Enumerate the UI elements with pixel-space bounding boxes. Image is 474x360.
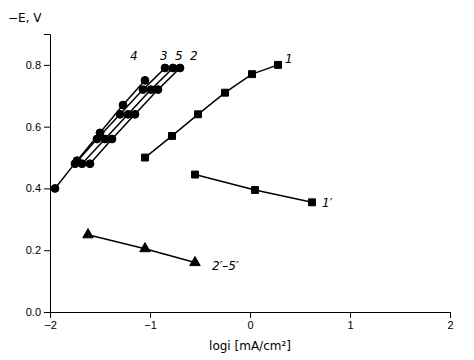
y-axis-tick-mark <box>44 250 50 251</box>
line-label: 1′ <box>322 196 333 210</box>
series-line <box>145 65 278 158</box>
y-axis-tick: 0.4 <box>26 182 50 194</box>
plot-area: −2−10120.00.20.40.60.8435211′2′–5′ <box>26 35 454 331</box>
series-marker <box>131 110 139 118</box>
x-axis-tick-label: −2 <box>44 319 57 331</box>
series-marker <box>169 132 176 139</box>
series-marker <box>309 199 316 206</box>
y-axis-tick-label: 0.2 <box>26 244 41 256</box>
x-axis-tick: 0 <box>247 312 253 331</box>
y-axis-tick: 0.8 <box>26 59 50 71</box>
series-marker <box>190 256 201 265</box>
x-axis-tick-mark <box>350 312 351 318</box>
series-marker <box>222 89 229 96</box>
x-axis-tick: 2 <box>447 312 453 331</box>
y-axis-tick-label: 0.4 <box>26 182 41 194</box>
series-line <box>90 68 180 164</box>
x-axis-tick-label: 2 <box>447 319 453 331</box>
marks <box>51 61 315 265</box>
series-marker <box>154 86 162 94</box>
series-line <box>75 68 165 164</box>
series-marker <box>139 86 147 94</box>
line-label: 2 <box>190 49 198 63</box>
series-marker <box>249 71 256 78</box>
line-label: 3 <box>160 49 168 63</box>
y-axis-tick: 0.0 <box>26 306 50 318</box>
x-axis-tick: 1 <box>347 312 353 331</box>
x-axis-title: logi [mA/cm²] <box>209 339 291 353</box>
series-marker <box>161 64 169 72</box>
x-axis-tick: −2 <box>44 312 57 331</box>
series-marker <box>195 111 202 118</box>
x-axis-tick-label: −1 <box>144 319 157 331</box>
chart-container: −2−10120.00.20.40.60.8435211′2′–5′logi [… <box>0 0 474 360</box>
series-marker <box>86 160 94 168</box>
y-axis-tick: 0.2 <box>26 244 50 256</box>
y-axis-tick-mark <box>44 312 50 313</box>
x-axis-line <box>51 313 451 319</box>
series-line <box>88 235 195 263</box>
series-marker <box>142 154 149 161</box>
series-marker <box>51 185 59 193</box>
y-axis-tick-mark <box>44 127 50 128</box>
series-marker <box>83 229 94 238</box>
series-marker <box>252 187 259 194</box>
series-marker <box>116 110 124 118</box>
y-axis-line <box>44 35 51 313</box>
x-axis-tick-mark <box>250 312 251 318</box>
y-axis-tick-mark <box>44 188 50 189</box>
series-marker <box>93 135 101 143</box>
x-axis: −2 −1 0 1 2 <box>44 312 453 331</box>
series-marker <box>192 171 199 178</box>
line-label: 5 <box>175 49 183 63</box>
x-axis-tick-label: 1 <box>347 319 353 331</box>
y-axis: 0.0 0.2 0.4 0.6 0.8 <box>26 35 51 319</box>
series-line <box>82 68 173 164</box>
chart-svg: −2−10120.00.20.40.60.8435211′2′–5′logi [… <box>0 0 474 360</box>
x-axis-tick-mark <box>150 312 151 318</box>
series-marker <box>108 135 116 143</box>
series-line <box>55 80 145 188</box>
series-marker <box>141 76 149 84</box>
annotations: 4 352 1 1′ 2′–5′ <box>130 49 333 274</box>
x-axis-tick-mark <box>450 312 451 318</box>
x-axis-tick: −1 <box>144 312 157 331</box>
x-axis-tick-label: 0 <box>247 319 253 331</box>
y-axis-tick-label: 0.6 <box>26 121 41 133</box>
y-axis-tick-mark <box>44 65 50 66</box>
y-axis-title: −E, V <box>8 11 42 25</box>
series-line <box>195 175 312 203</box>
series-marker <box>78 160 86 168</box>
series-marker <box>176 64 184 72</box>
y-axis-tick-label: 0.0 <box>26 306 41 318</box>
line-label: 4 <box>130 49 138 63</box>
line-label: 1 <box>285 52 293 66</box>
series-marker <box>275 61 282 68</box>
line-label: 2′–5′ <box>212 259 239 273</box>
series-marker <box>140 243 151 252</box>
y-axis-tick: 0.6 <box>26 121 50 133</box>
y-axis-tick-label: 0.8 <box>26 59 41 71</box>
